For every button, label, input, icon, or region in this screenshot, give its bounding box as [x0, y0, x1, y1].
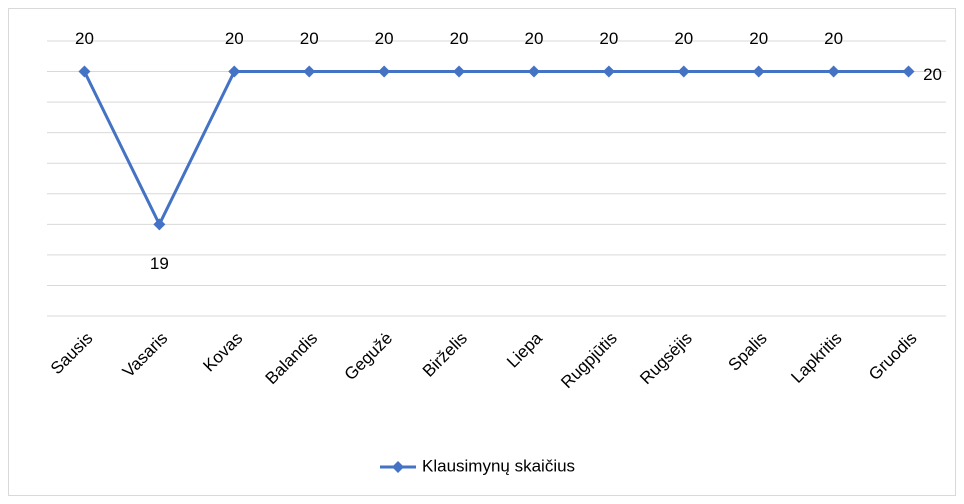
- data-label: 20: [300, 29, 319, 48]
- series-line: [83, 70, 909, 228]
- marker: [378, 65, 391, 78]
- marker: [453, 65, 466, 78]
- data-label: 20: [450, 29, 469, 48]
- data-label: 20: [225, 29, 244, 48]
- data-label: 20: [75, 29, 94, 48]
- marker: [228, 65, 241, 78]
- data-label: 20: [749, 29, 768, 48]
- marker: [677, 65, 690, 78]
- data-label: 20: [824, 29, 843, 48]
- marker: [527, 65, 540, 78]
- marker: [752, 65, 765, 78]
- marker: [602, 65, 615, 78]
- marker: [153, 218, 166, 231]
- marker: [902, 65, 915, 78]
- chart-border: [8, 8, 956, 496]
- legend-marker: [392, 461, 404, 473]
- data-label: 20: [375, 29, 394, 48]
- marker: [303, 65, 316, 78]
- legend-label: Klausimynų skaičius: [422, 456, 575, 475]
- marker: [827, 65, 840, 78]
- data-label: 20: [599, 29, 618, 48]
- data-label: 20: [674, 29, 693, 48]
- data-label: 20: [923, 65, 942, 84]
- data-label: 19: [150, 254, 169, 273]
- marker: [78, 65, 91, 78]
- data-label: 20: [524, 29, 543, 48]
